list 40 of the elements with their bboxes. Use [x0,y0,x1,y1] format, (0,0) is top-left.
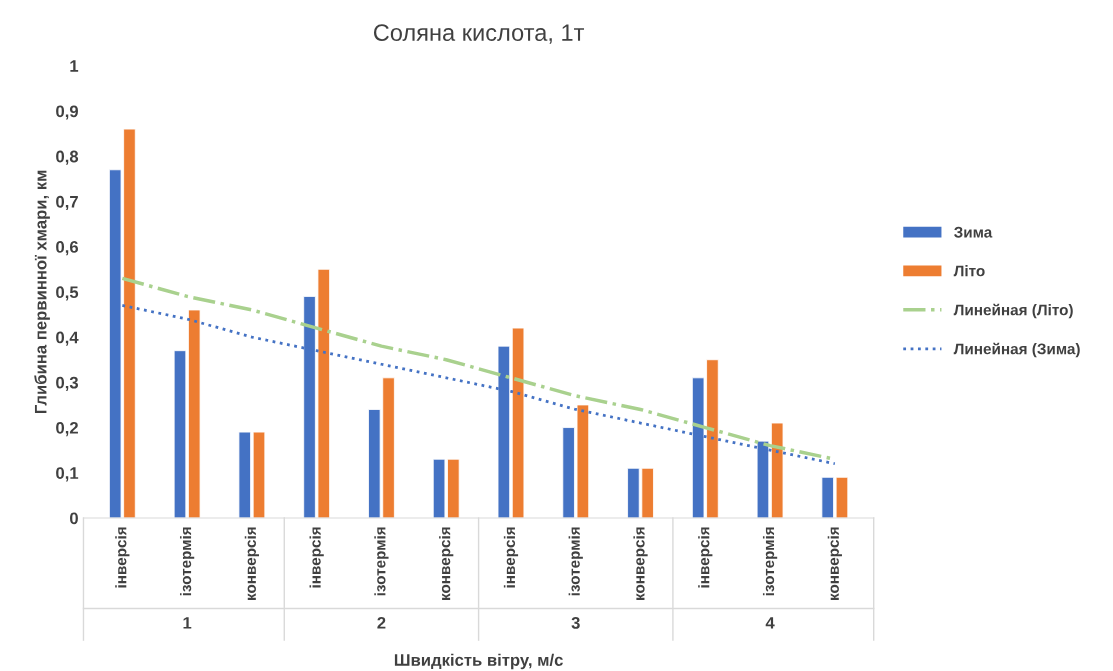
x-tick-label: конверсія [827,527,842,600]
x-tick-label: конверсія [633,527,648,600]
bar [238,431,252,519]
legend-label: Зима [954,226,993,238]
y-tick-label: 0,9 [56,105,78,120]
bar [511,327,525,519]
y-tick-label: 0 [70,512,78,525]
x-axis-title: Швидкість вітру, м/с [394,653,563,670]
bar [252,431,266,519]
legend-label: Линейная (Зима) [953,342,1080,358]
y-tick-label: 0,4 [56,331,79,346]
text: 3 [571,616,580,629]
x-tick-label: ізотермія [179,527,195,596]
chart-title: Соляна кислота, 1т [373,24,585,44]
y-tick-label: 0,7 [56,195,78,211]
text: 4 [765,617,775,629]
y-tick-label: 0,5 [56,286,79,301]
bar [770,422,784,519]
x-tick-label: інверсія [503,527,519,588]
x-tick-label: інверсія [698,527,713,588]
text: 2 [377,616,386,629]
x-tick-label: ізотермія [762,527,778,596]
y-tick-label: 0,2 [56,421,78,437]
legend-label: Линейная (Літо) [953,303,1073,319]
y-tick-label: 0,3 [56,376,79,391]
x-tick-label: інверсія [115,527,130,588]
text: 1 [183,617,192,629]
x-tick-label: конверсія [439,527,454,600]
x-tick-label: інверсія [309,527,324,588]
y-axis-title: Глибина первинної хмари, км [34,170,50,414]
y-tick-label: 0,1 [56,467,79,482]
legend-label: Літо [953,265,985,277]
x-tick-label: конверсія [244,527,260,600]
y-tick-label: 0,6 [56,241,79,256]
y-tick-label: 0,8 [56,150,79,165]
bar [187,309,201,519]
bar [173,350,187,519]
x-tick-label: ізотермія [568,527,583,596]
x-tick-label: ізотермія [374,527,389,596]
y-tick-label: 1 [70,60,79,72]
